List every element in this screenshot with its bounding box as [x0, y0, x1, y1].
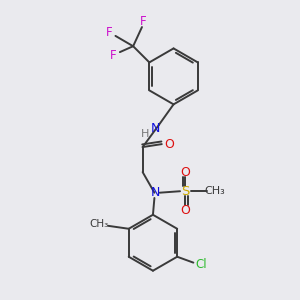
Text: CH₃: CH₃: [204, 186, 225, 196]
Text: CH₃: CH₃: [90, 219, 109, 229]
Text: S: S: [181, 185, 190, 198]
Text: F: F: [106, 26, 112, 40]
Text: Cl: Cl: [196, 259, 207, 272]
Text: H: H: [140, 129, 149, 139]
Text: N: N: [151, 186, 160, 199]
Text: F: F: [140, 15, 147, 28]
Text: F: F: [110, 49, 116, 62]
Text: O: O: [180, 204, 190, 217]
Text: N: N: [151, 122, 160, 135]
Text: O: O: [180, 166, 190, 178]
Text: O: O: [164, 138, 174, 151]
